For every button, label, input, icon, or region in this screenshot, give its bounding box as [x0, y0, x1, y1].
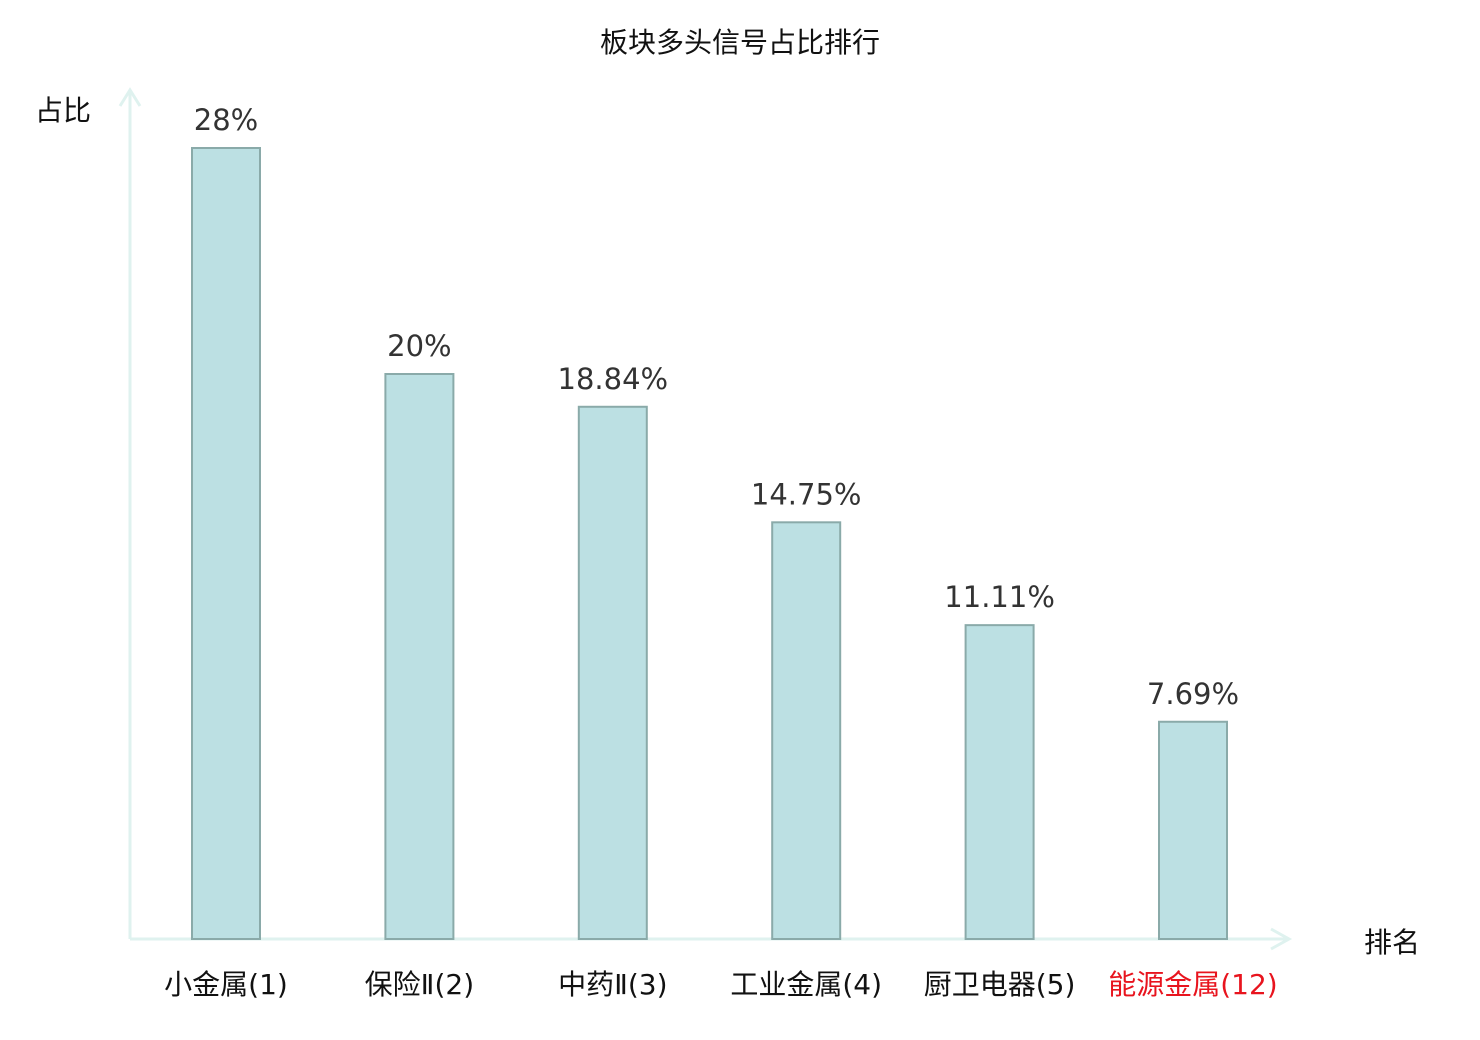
- data-label: 18.84%: [558, 362, 669, 396]
- data-label: 28%: [194, 103, 258, 137]
- x-axis-label: 排名: [1364, 926, 1420, 959]
- data-label: 14.75%: [751, 477, 862, 511]
- chart-title: 板块多头信号占比排行: [600, 26, 880, 59]
- y-axis: [118, 87, 142, 939]
- x-tick-label: 小金属(1): [164, 968, 288, 1001]
- x-tick-label: 能源金属(12): [1108, 968, 1277, 1001]
- x-axis: [130, 927, 1293, 951]
- x-tick-label: 工业金属(4): [730, 968, 882, 1001]
- y-axis-label: 占比: [35, 94, 91, 127]
- bar: [577, 405, 648, 940]
- data-label: 20%: [387, 329, 451, 363]
- x-tick-label: 中药Ⅱ(3): [558, 968, 667, 1001]
- bar: [771, 521, 842, 940]
- bar: [1158, 720, 1228, 940]
- x-tick-label: 保险Ⅱ(2): [365, 968, 474, 1001]
- data-label: 11.11%: [944, 580, 1055, 614]
- data-label: 7.69%: [1147, 677, 1239, 711]
- bar: [964, 624, 1035, 941]
- bar: [191, 147, 261, 940]
- bar: [384, 373, 455, 940]
- x-tick-label: 厨卫电器(5): [924, 968, 1076, 1001]
